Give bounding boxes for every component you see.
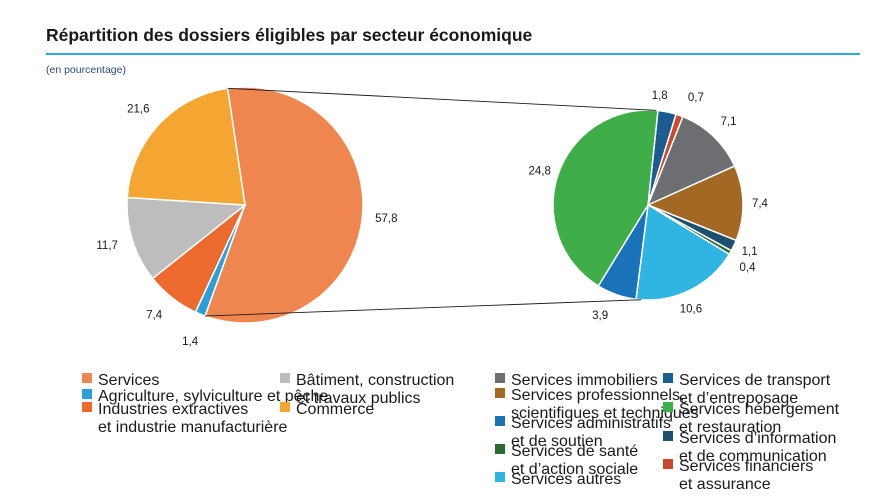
legend-swatch-batiment (280, 373, 290, 383)
legend-item-information: Services d’information et de communicati… (663, 430, 836, 466)
chart-title: Répartition des dossiers éligibles par s… (46, 25, 533, 45)
data-label-immobiliers: 7,1 (721, 116, 737, 128)
legend-swatch-administratifs (495, 416, 505, 426)
legend-item-transport: Services de transport et d’entreposage (663, 372, 830, 408)
pie-1 (126, 86, 364, 324)
legend-label-agriculture: Agriculture, sylviculture et pêche (98, 388, 329, 405)
legend-item-batiment: Bâtiment, construction et travaux public… (280, 372, 454, 408)
data-label-hebergement: 24,8 (529, 165, 551, 177)
legend-label-professionnels: Services professionnels, scientifiques e… (511, 387, 699, 422)
legend-label-immobiliers: Services immobiliers (511, 372, 658, 389)
slice-commerce (126, 87, 246, 206)
legend-item-services: Services (82, 372, 159, 390)
legend-swatch-transport (663, 373, 673, 383)
title-underline (46, 53, 860, 55)
legend-item-agriculture: Agriculture, sylviculture et pêche (82, 388, 328, 406)
legend-label-services: Services (98, 372, 160, 389)
legend-label-autres: Services autres (511, 471, 622, 488)
legend-item-financiers: Services financiers et assurance (663, 458, 813, 494)
legend-swatch-autres (495, 472, 505, 482)
data-label-agriculture: 1,4 (182, 336, 199, 348)
slice-autres (635, 203, 731, 301)
legend-swatch-information (663, 431, 673, 441)
legend-swatch-professionnels (495, 388, 505, 398)
legend-label-commerce: Commerce (296, 401, 375, 418)
legend-swatch-services (82, 373, 92, 383)
legend-item-commerce: Commerce (280, 401, 374, 419)
legend-item-sante: Services de santé et d’action sociale (495, 443, 638, 479)
data-label-financiers: 0,7 (688, 92, 704, 104)
legend-item-professionnels: Services professionnels, scientifiques e… (495, 387, 699, 423)
legend-label-batiment: Bâtiment, construction et travaux public… (296, 372, 455, 407)
legend-label-information: Services d’information et de communicati… (679, 430, 837, 465)
legend-swatch-immobiliers (495, 373, 505, 383)
data-label-administratifs: 3,9 (592, 310, 608, 322)
data-label-information: 1,1 (742, 246, 758, 258)
legend-item-administratifs: Services administratifs et de soutien (495, 415, 671, 451)
slice-professionnels (646, 165, 744, 242)
connector-top (227, 87, 657, 111)
legend-swatch-agriculture (82, 389, 92, 399)
legend-swatch-financiers (663, 459, 673, 469)
legend-label-industries: Industries extractives et industrie manu… (98, 401, 288, 436)
legend-item-industries: Industries extractives et industrie manu… (82, 401, 287, 437)
data-label-sante: 0,4 (740, 262, 757, 274)
data-label-transport: 1,8 (652, 90, 668, 102)
legend-label-transport: Services de transport et d’entreposage (679, 372, 831, 407)
legend-item-immobiliers: Services immobiliers (495, 372, 658, 390)
legend-item-autres: Services autres (495, 471, 621, 489)
slice-immobiliers (646, 115, 736, 207)
connector-bottom (205, 299, 642, 317)
legend-label-administratifs: Services administratifs et de soutien (511, 415, 672, 450)
data-label-commerce: 21,6 (127, 103, 149, 115)
legend-swatch-hebergement (663, 402, 673, 412)
pie-2 (552, 109, 744, 301)
legend-swatch-industries (82, 402, 92, 412)
legend-item-hebergement: Services hébergement et restauration (663, 401, 839, 437)
legend-label-hebergement: Services hébergement et restauration (679, 401, 840, 436)
data-label-batiment: 11,7 (96, 240, 118, 252)
legend-label-sante: Services de santé et d’action sociale (511, 443, 639, 478)
slice-batiment (126, 196, 247, 280)
legend-label-financiers: Services financiers et assurance (679, 458, 814, 493)
unit-note: (en pourcentage) (46, 64, 126, 76)
slice-services (204, 86, 364, 324)
legend-swatch-sante (495, 444, 505, 454)
data-label-professionnels: 7,4 (752, 198, 769, 210)
legend-swatch-commerce (280, 402, 290, 412)
data-label-services: 57,8 (375, 213, 397, 225)
slice-hebergement (552, 109, 659, 288)
data-label-industries: 7,4 (146, 309, 163, 321)
data-label-autres: 10,6 (680, 303, 702, 315)
